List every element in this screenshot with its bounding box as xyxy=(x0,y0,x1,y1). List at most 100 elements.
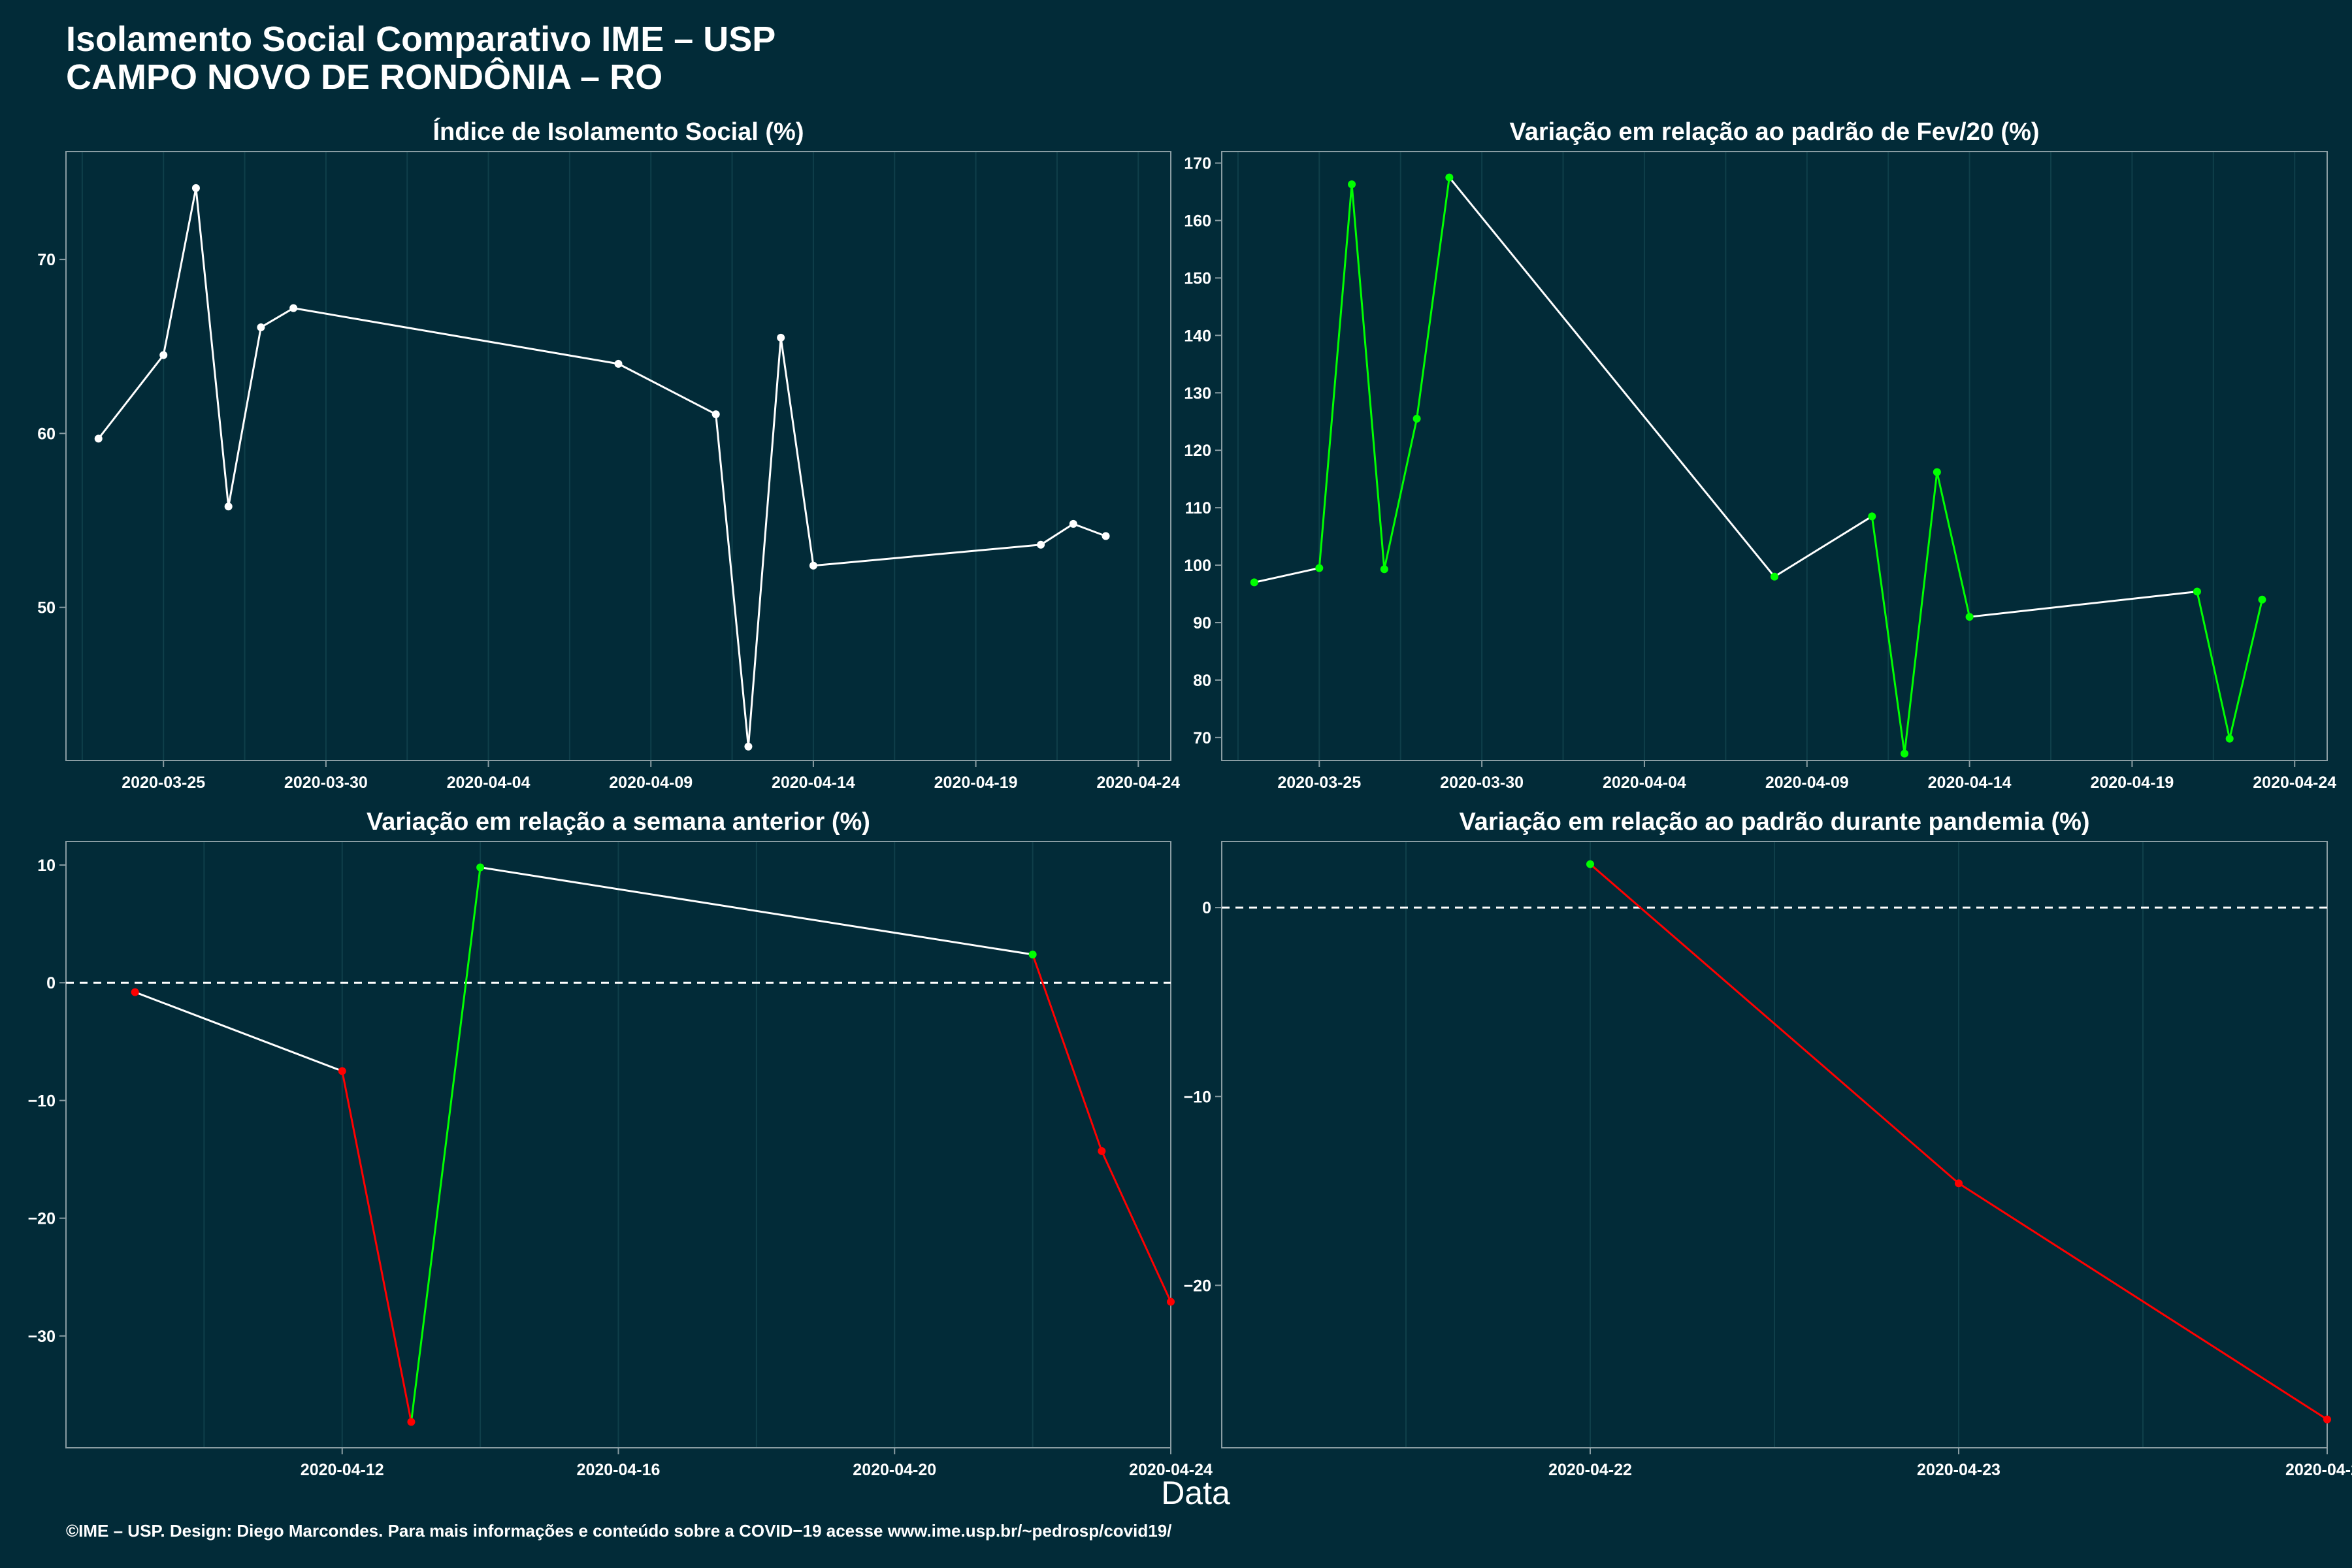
data-point xyxy=(1380,565,1388,574)
data-point xyxy=(1965,613,1974,621)
y-tick-label: 0 xyxy=(46,974,56,992)
series-segment xyxy=(1100,1151,1172,1303)
series-segment xyxy=(1073,523,1107,537)
x-tick-label: 2020-04-20 xyxy=(853,1461,936,1479)
series-segment xyxy=(1040,523,1074,546)
series-segment xyxy=(1254,566,1320,583)
data-point xyxy=(94,434,103,443)
x-tick-label: 2020-03-25 xyxy=(122,774,205,792)
data-point xyxy=(2193,587,2201,596)
y-tick-label: −10 xyxy=(28,1092,56,1110)
y-tick-label: 120 xyxy=(1184,442,1211,460)
x-tick-label: 2020-04-24 xyxy=(1129,1461,1213,1479)
y-tick-label: 140 xyxy=(1184,327,1211,345)
series-segment xyxy=(227,327,262,507)
x-tick-label: 2020-04-04 xyxy=(447,774,531,792)
y-tick-label: −20 xyxy=(1184,1277,1211,1295)
series-segment xyxy=(1774,515,1873,578)
data-point xyxy=(476,863,485,872)
data-point xyxy=(777,333,785,342)
series-segment xyxy=(1032,954,1103,1152)
series-segment xyxy=(1936,472,1971,617)
series-segment xyxy=(1870,516,1906,754)
data-point xyxy=(159,351,168,359)
series-segment xyxy=(779,337,815,566)
x-tick-label: 2020-04-22 xyxy=(1548,1461,1632,1479)
series-segment xyxy=(813,544,1041,567)
x-tick-label: 2020-04-14 xyxy=(1928,774,2012,792)
y-tick-label: 70 xyxy=(37,251,56,269)
footer-credits: ©IME – USP. Design: Diego Marcondes. Par… xyxy=(66,1521,1172,1541)
series-segment xyxy=(747,337,782,747)
series-segment xyxy=(1416,177,1450,419)
data-point xyxy=(1868,512,1876,521)
data-point xyxy=(1445,173,1454,182)
data-point xyxy=(338,1067,346,1075)
series-segment xyxy=(1383,418,1418,570)
y-tick-label: 90 xyxy=(1193,614,1211,632)
data-point xyxy=(289,304,298,312)
series-segment xyxy=(1350,184,1386,570)
panel-weekly-variation: Variação em relação a semana anterior (%… xyxy=(28,808,1213,1479)
y-tick-label: −30 xyxy=(28,1328,56,1346)
x-tick-label: 2020-04-24 xyxy=(1096,774,1180,792)
data-point xyxy=(2225,734,2234,743)
x-tick-label: 2020-04-19 xyxy=(2090,774,2174,792)
data-point xyxy=(614,359,623,368)
series-segment xyxy=(260,307,294,329)
y-tick-label: 50 xyxy=(37,599,56,617)
data-point xyxy=(2258,595,2266,604)
panel-title: Variação em relação ao padrão durante pa… xyxy=(1459,808,2089,836)
series-segment xyxy=(1969,591,2198,618)
y-tick-label: 130 xyxy=(1184,384,1211,402)
y-tick-label: 10 xyxy=(37,857,56,875)
data-point xyxy=(1028,950,1037,958)
data-point xyxy=(1167,1298,1175,1306)
x-tick-label: 2020-04-23 xyxy=(1917,1461,2001,1479)
plot-area xyxy=(65,151,1171,761)
y-tick-label: 170 xyxy=(1184,155,1211,173)
chart-title-line1: Isolamento Social Comparativo IME – USP xyxy=(66,20,776,59)
x-tick-label: 2020-03-30 xyxy=(1440,774,1524,792)
series-segment xyxy=(410,867,482,1422)
y-tick-label: 60 xyxy=(37,425,56,443)
y-tick-label: 160 xyxy=(1184,212,1211,231)
series-segment xyxy=(195,188,230,507)
x-tick-label: 2020-03-25 xyxy=(1277,774,1361,792)
data-point xyxy=(1315,564,1324,572)
data-point xyxy=(1901,749,1909,758)
y-tick-label: 80 xyxy=(1193,672,1211,690)
panel-title: Variação em relação a semana anterior (%… xyxy=(367,808,870,836)
panel-feb-baseline-variation: Variação em relação ao padrão de Fev/20 … xyxy=(1184,118,2336,792)
plot-area xyxy=(1221,151,2328,761)
series-segment xyxy=(341,1071,412,1422)
series-segment xyxy=(97,354,165,440)
series-segment xyxy=(715,414,749,747)
series-segment xyxy=(617,363,717,416)
data-point xyxy=(191,184,200,192)
x-tick-label: 2020-04-14 xyxy=(772,774,855,792)
x-tick-label: 2020-04-04 xyxy=(1603,774,1686,792)
data-point xyxy=(1771,572,1778,581)
x-tick-label: 2020-04-24 xyxy=(2253,774,2336,792)
x-tick-label: 2020-04-19 xyxy=(934,774,1018,792)
y-tick-label: 110 xyxy=(1185,499,1211,517)
data-point xyxy=(1413,414,1421,423)
data-point xyxy=(1098,1147,1106,1155)
data-point xyxy=(2323,1415,2331,1424)
y-tick-label: −20 xyxy=(28,1210,56,1228)
data-point xyxy=(1586,860,1594,868)
data-point xyxy=(131,988,139,996)
chart-title-line2: CAMPO NOVO DE RONDÔNIA – RO xyxy=(66,57,663,97)
y-tick-label: 70 xyxy=(1193,729,1211,747)
data-point xyxy=(1250,578,1258,587)
series-segment xyxy=(1448,176,1776,578)
data-point xyxy=(711,410,720,419)
y-tick-label: 0 xyxy=(1202,899,1211,917)
panel-isolation-index: Índice de Isolamento Social (%) 2020-03-2… xyxy=(37,117,1180,792)
y-tick-label: 100 xyxy=(1184,557,1211,575)
series-segment xyxy=(2229,599,2263,739)
data-point xyxy=(224,502,233,511)
series-segment xyxy=(1903,472,1938,754)
